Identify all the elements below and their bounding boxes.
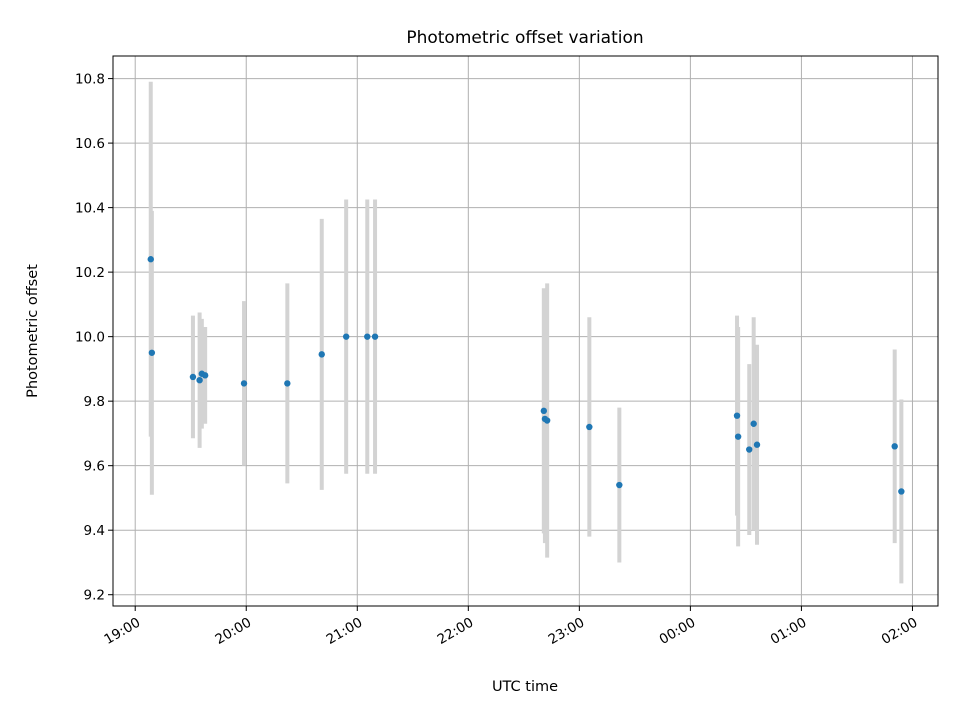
- data-point: [616, 481, 623, 489]
- y-tick-label: 9.6: [84, 459, 105, 475]
- data-point: [148, 349, 156, 356]
- y-tick-label: 10.8: [75, 72, 105, 88]
- data-point: [318, 351, 325, 358]
- data-point: [364, 333, 371, 340]
- data-point: [147, 256, 154, 263]
- data-point: [284, 380, 291, 387]
- data-point: [240, 380, 248, 387]
- data-point: [342, 333, 350, 340]
- x-axis-title: UTC time: [492, 679, 558, 695]
- data-point: [586, 423, 593, 431]
- data-point: [733, 412, 741, 419]
- data-point: [898, 488, 905, 495]
- data-point: [891, 443, 898, 450]
- y-axis-title: Photometric offset: [25, 264, 41, 398]
- data-point: [746, 446, 753, 453]
- y-tick-label: 10.4: [75, 201, 105, 217]
- data-point: [189, 373, 197, 381]
- data-point: [371, 333, 379, 340]
- data-point: [734, 433, 742, 440]
- grid: [113, 56, 938, 606]
- data-point: [196, 376, 203, 384]
- data-point: [201, 372, 209, 379]
- plot-frame: [112, 55, 939, 607]
- y-tick-label: 9.4: [84, 523, 105, 539]
- y-tick-label: 9.8: [84, 394, 105, 410]
- y-tick-label: 10.2: [75, 265, 105, 281]
- data-point: [753, 441, 761, 448]
- data-point: [750, 420, 757, 427]
- chart-title: Photometric offset variation: [406, 28, 643, 48]
- y-tick-label: 10.0: [75, 330, 105, 346]
- y-tick-label: 10.6: [75, 136, 105, 152]
- data-points: [147, 256, 905, 495]
- data-point: [540, 407, 548, 415]
- y-tick-label: 9.2: [84, 588, 105, 604]
- data-point: [543, 417, 551, 424]
